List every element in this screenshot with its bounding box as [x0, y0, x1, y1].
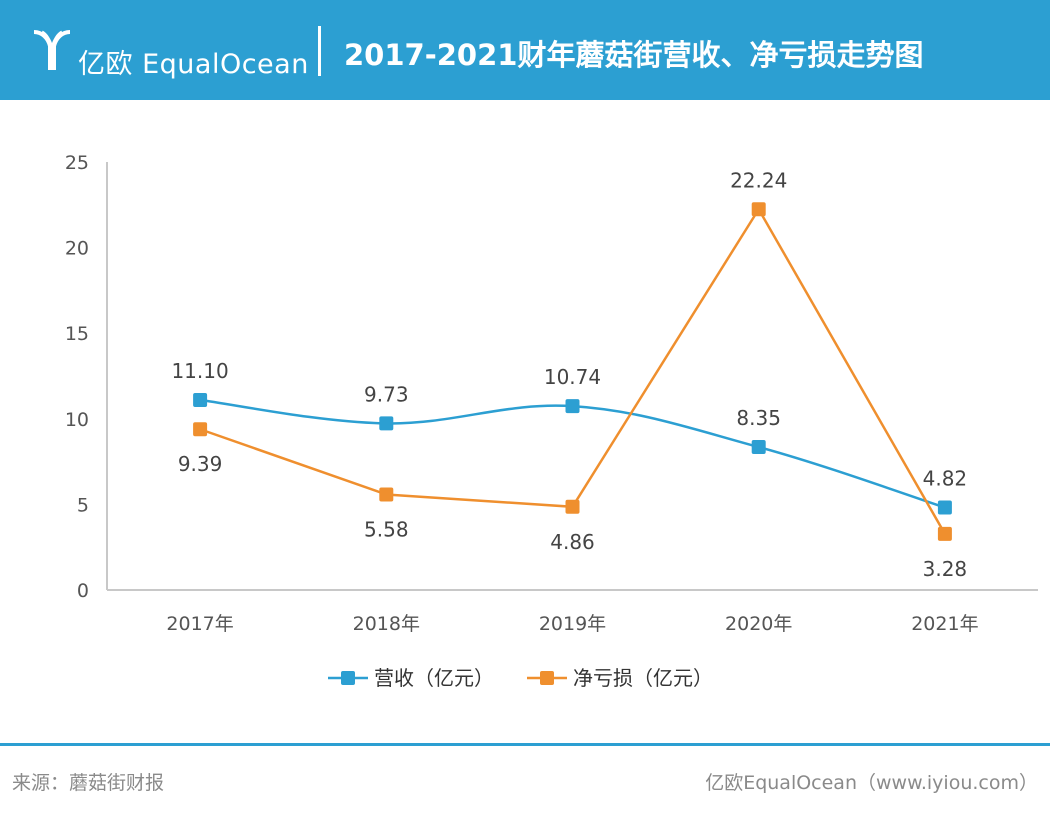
data-label: 5.58 [364, 517, 409, 541]
brand-name: 亿欧 EqualOcean [78, 49, 309, 80]
plot-area: 11.10 9.73 10.74 8.35 4.82 9.39 5.58 4.86 22.24 3… [171, 168, 967, 581]
data-point-marker [193, 422, 208, 437]
data-point-marker [937, 526, 952, 541]
legend-marker [341, 671, 355, 685]
data-label: 4.86 [550, 530, 595, 554]
chart-axes: 0 5 10 15 20 25 2017年 2018年 2019年 2020年 2021年 [65, 152, 1038, 635]
chart-title: 2017-2021财年蘑菇街营收、净亏损走势图 [344, 38, 924, 72]
x-tick-label: 2018年 [353, 613, 420, 635]
y-tick-label: 0 [77, 580, 89, 602]
footer-divider [0, 743, 1050, 746]
y-tick-label: 5 [77, 494, 89, 516]
line-chart: 0 5 10 15 20 25 2017年 2018年 2019年 2020年 2021年 11.1… [65, 152, 1038, 690]
y-tick-label: 25 [65, 152, 89, 174]
x-tick-label: 2021年 [911, 613, 978, 635]
data-label: 22.24 [730, 168, 787, 192]
data-point-marker [937, 500, 952, 515]
x-tick-label: 2019年 [539, 613, 606, 635]
data-label: 3.28 [923, 557, 968, 581]
x-tick-label: 2017年 [166, 613, 233, 635]
y-tick-label: 10 [65, 409, 89, 431]
legend-label: 净亏损（亿元） [573, 666, 713, 690]
source-note: 来源：蘑菇街财报 [12, 772, 165, 794]
header-banner: 亿欧 EqualOcean 2017-2021财年蘑菇街营收、净亏损走势图 [0, 0, 1050, 100]
credit-note: 亿欧EqualOcean（www.iyiou.com） [705, 772, 1038, 794]
data-point-marker [379, 487, 394, 502]
legend-label: 营收（亿元） [374, 666, 494, 690]
y-tick-label: 15 [65, 323, 89, 345]
equalocean-logo-icon [33, 30, 71, 70]
data-point-marker [751, 440, 766, 455]
data-label: 9.39 [178, 452, 223, 476]
data-point-marker [565, 499, 580, 514]
data-point-marker [193, 392, 208, 407]
data-point-marker [379, 416, 394, 431]
legend-marker [540, 671, 554, 685]
data-label: 11.10 [171, 359, 228, 383]
chart-legend: 营收（亿元） 净亏损（亿元） [328, 666, 713, 690]
data-label: 4.82 [923, 466, 968, 490]
data-label: 10.74 [544, 365, 601, 389]
data-label: 8.35 [736, 406, 781, 430]
y-tick-label: 20 [65, 238, 89, 260]
data-point-marker [751, 202, 766, 217]
series-line-0 [199, 398, 946, 509]
x-tick-label: 2020年 [725, 613, 792, 635]
data-label: 9.73 [364, 382, 409, 406]
data-point-marker [565, 399, 580, 414]
header-divider [318, 26, 321, 76]
